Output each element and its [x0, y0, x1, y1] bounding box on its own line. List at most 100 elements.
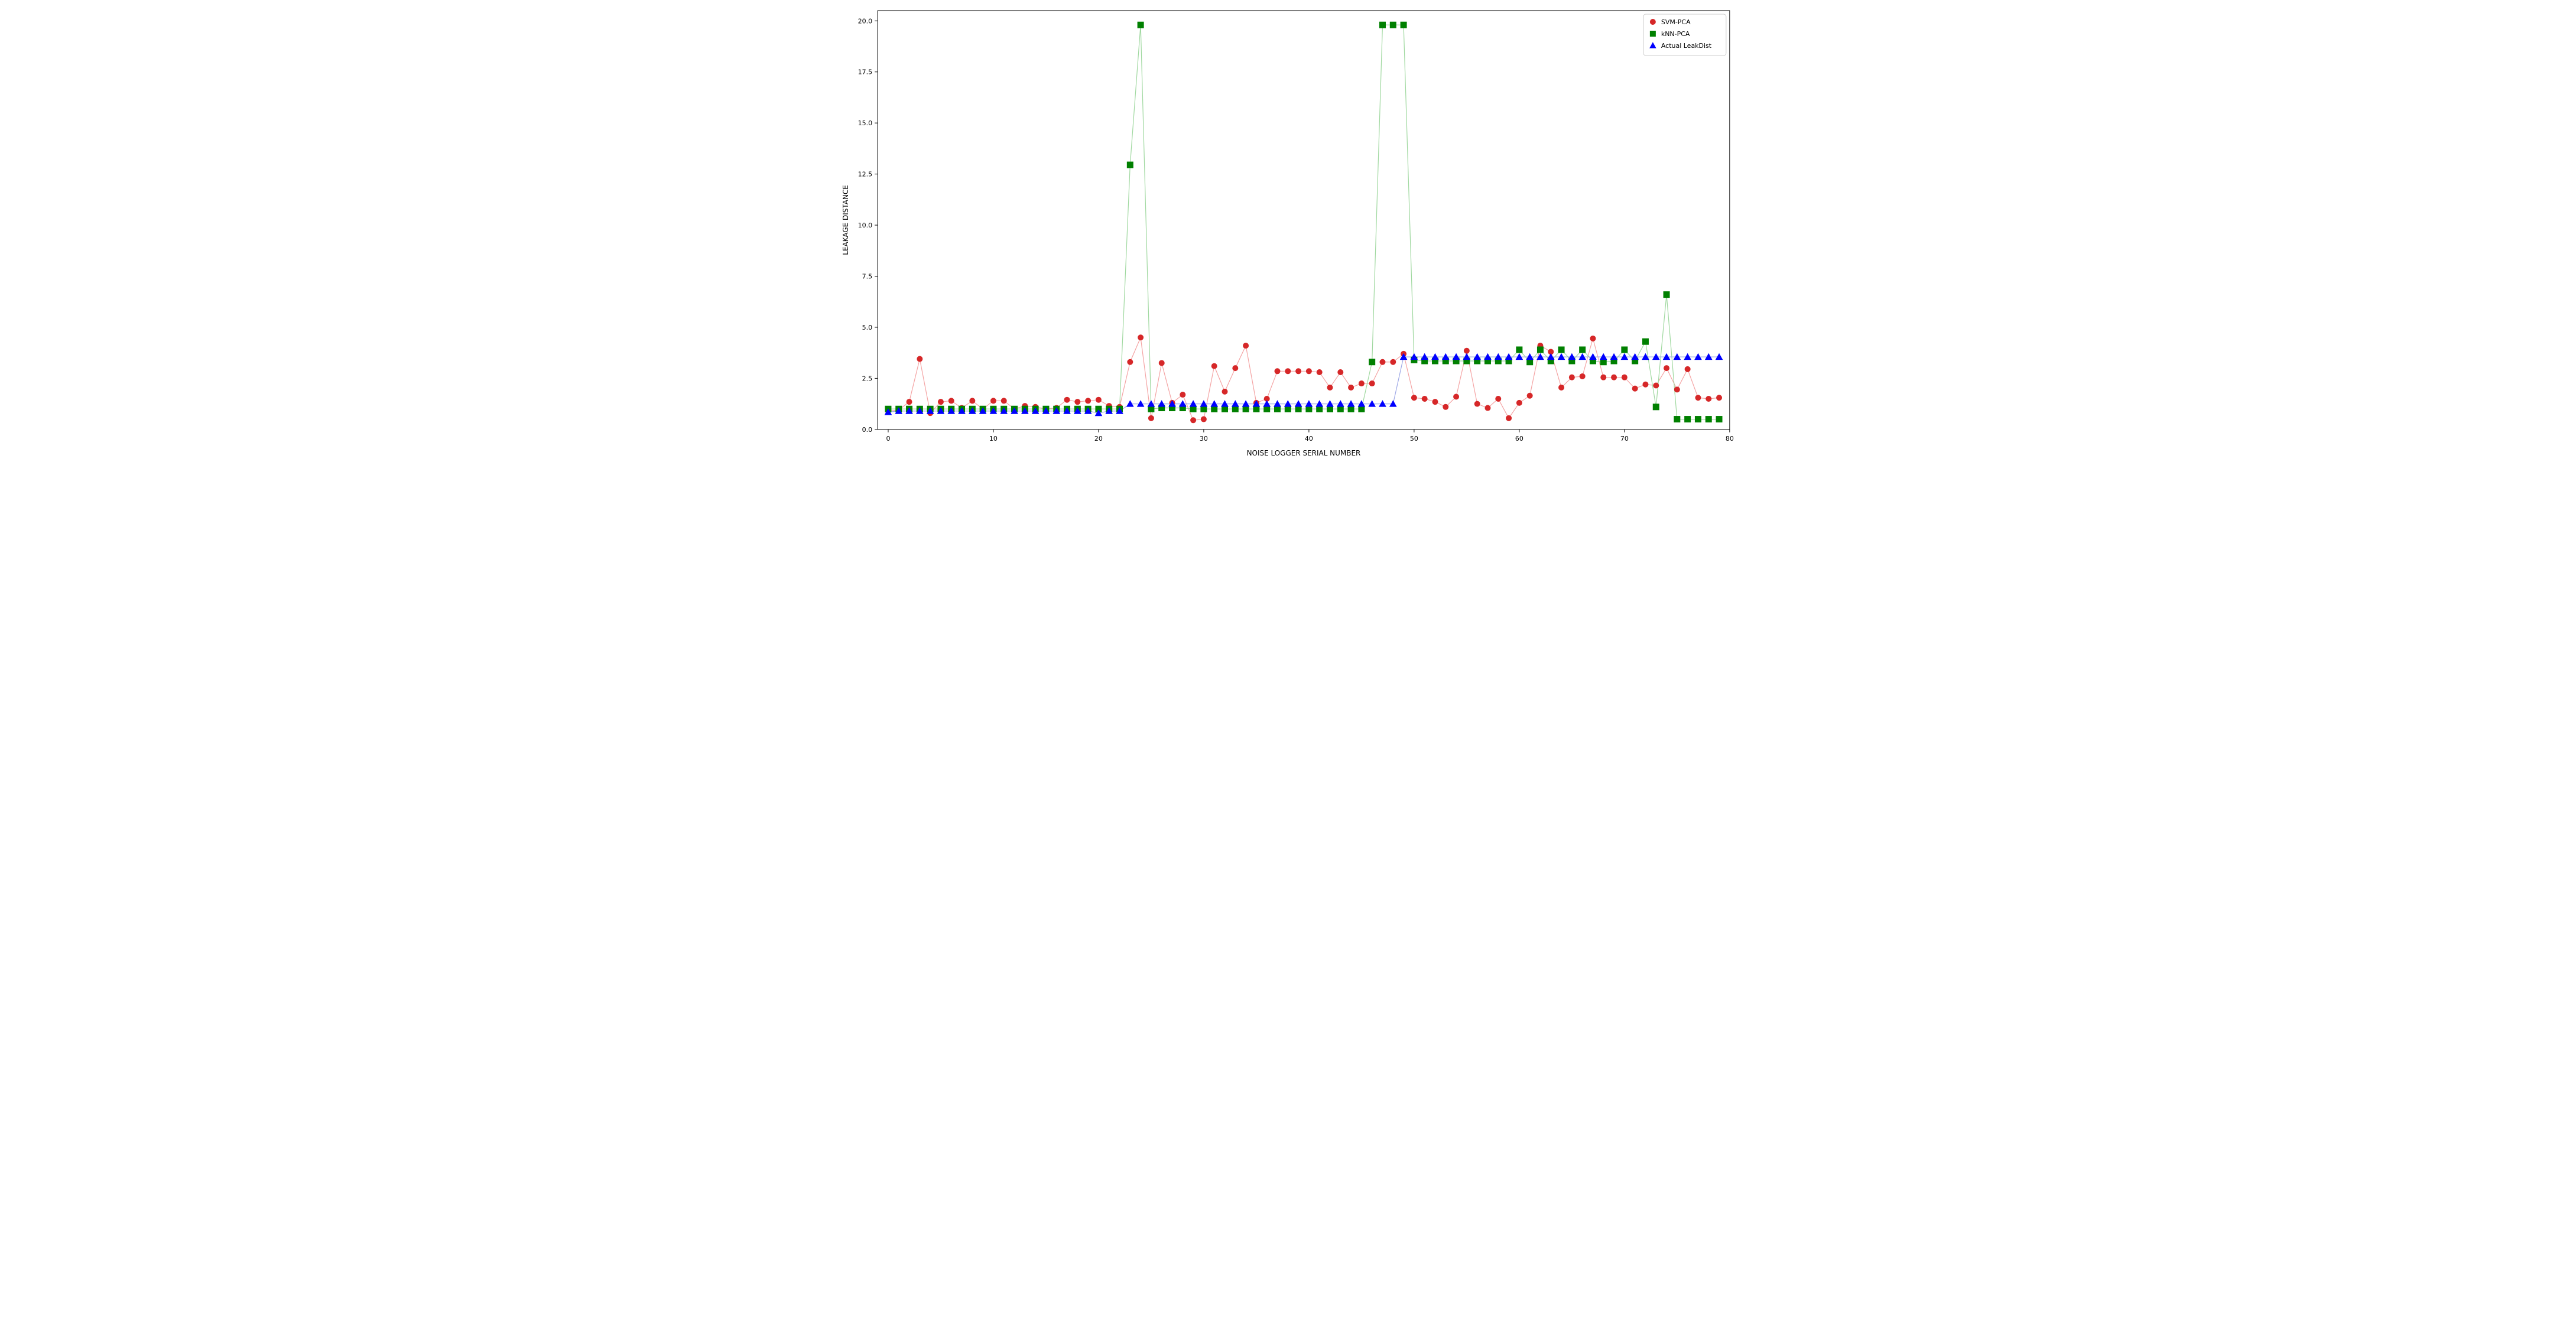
xtick-label: 20: [1094, 435, 1102, 442]
marker-circle: [1305, 368, 1311, 374]
ytick-label: 0.0: [862, 426, 872, 434]
marker-circle: [1653, 382, 1659, 388]
legend-label: kNN-PCA: [1661, 30, 1690, 38]
marker-square: [1642, 339, 1648, 345]
marker-square: [1379, 22, 1385, 28]
marker-circle: [1095, 397, 1101, 403]
marker-circle: [1274, 368, 1280, 374]
marker-circle: [1000, 398, 1006, 404]
marker-circle: [1600, 375, 1606, 380]
marker-circle: [1222, 389, 1227, 395]
marker-circle: [1127, 359, 1133, 365]
ytick-label: 12.5: [857, 171, 872, 178]
marker-circle: [1316, 369, 1322, 375]
marker-circle: [1180, 392, 1185, 398]
marker-square: [1579, 346, 1586, 353]
marker-circle: [1200, 417, 1206, 422]
marker-circle: [1453, 394, 1459, 400]
marker-circle: [990, 398, 996, 404]
marker-square: [1536, 346, 1543, 353]
marker-circle: [1369, 380, 1375, 386]
marker-square: [1652, 404, 1659, 410]
marker-circle: [1358, 380, 1364, 386]
marker-circle: [1558, 385, 1564, 391]
marker-square: [1694, 416, 1701, 422]
marker-circle: [1148, 415, 1154, 421]
marker-circle: [1621, 375, 1627, 380]
marker-square: [1369, 359, 1375, 365]
marker-square: [1621, 346, 1628, 353]
marker-square: [1137, 22, 1144, 28]
marker-circle: [1295, 368, 1301, 374]
xtick-label: 0: [886, 435, 890, 442]
marker-circle: [1706, 396, 1711, 402]
marker-circle: [1611, 375, 1617, 380]
ytick-label: 10.0: [857, 222, 872, 229]
xlabel: NOISE LOGGER SERIAL NUMBER: [1246, 449, 1360, 457]
marker-square: [1516, 346, 1522, 353]
xtick-label: 30: [1199, 435, 1207, 442]
chart-bg: [836, 0, 1740, 464]
ylabel: LEAKAGE DISTANCE: [842, 185, 850, 255]
marker-circle: [1674, 386, 1680, 392]
marker-circle: [1190, 417, 1196, 423]
marker-circle: [1064, 397, 1070, 403]
ytick-label: 2.5: [862, 375, 872, 382]
xtick-label: 10: [989, 435, 997, 442]
xtick-label: 50: [1409, 435, 1418, 442]
leakage-chart: 0 10 20 30 40 50 60 70 80 0.0 2.5 5.0 7.5 10.0 12.5 15.…: [836, 0, 1740, 464]
marker-circle: [1684, 366, 1690, 372]
ytick-label: 15.0: [857, 119, 872, 127]
xtick-label: 60: [1515, 435, 1523, 442]
xtick-label: 40: [1304, 435, 1313, 442]
marker-circle: [1232, 365, 1238, 371]
legend-label: Actual LeakDist: [1661, 42, 1711, 50]
marker-circle: [1243, 343, 1249, 349]
marker-circle: [1211, 363, 1217, 369]
marker-circle: [1716, 395, 1722, 401]
marker-circle: [1421, 396, 1427, 402]
marker-circle: [948, 398, 954, 404]
marker-circle: [1484, 405, 1490, 411]
marker-square: [1400, 22, 1406, 28]
marker-circle: [1516, 400, 1522, 406]
marker-circle: [1443, 404, 1448, 410]
marker-circle: [1506, 415, 1512, 421]
marker-circle: [1526, 393, 1532, 399]
marker-circle: [1642, 382, 1648, 388]
legend-label: SVM-PCA: [1661, 18, 1690, 26]
marker-circle: [1138, 334, 1144, 340]
marker-circle: [1495, 396, 1501, 402]
marker-circle: [937, 399, 943, 405]
marker-circle: [1579, 373, 1585, 379]
marker-square: [1126, 162, 1133, 168]
marker-circle: [1632, 386, 1638, 392]
marker-circle: [1158, 360, 1164, 366]
marker-circle: [1432, 399, 1438, 405]
xtick-label: 80: [1725, 435, 1733, 442]
marker-circle: [1649, 19, 1655, 25]
marker-square: [1649, 31, 1655, 37]
marker-circle: [1474, 401, 1480, 407]
marker-square: [1558, 346, 1564, 353]
marker-circle: [1664, 365, 1669, 371]
marker-circle: [1285, 368, 1291, 374]
marker-circle: [1411, 395, 1417, 401]
marker-square: [1684, 416, 1691, 422]
chart-container: 0 10 20 30 40 50 60 70 80 0.0 2.5 5.0 7.5 10.0 12.5 15.…: [836, 0, 1740, 464]
xtick-label: 70: [1620, 435, 1628, 442]
marker-circle: [1390, 359, 1396, 365]
marker-square: [1663, 291, 1669, 298]
marker-circle: [917, 356, 922, 362]
marker-circle: [1590, 336, 1596, 341]
ytick-label: 5.0: [862, 324, 872, 331]
marker-circle: [1337, 369, 1343, 375]
marker-square: [1674, 416, 1680, 422]
marker-circle: [906, 399, 912, 405]
marker-circle: [1379, 359, 1385, 365]
marker-circle: [969, 398, 975, 404]
marker-circle: [1348, 385, 1354, 391]
ytick-label: 7.5: [862, 273, 872, 281]
marker-circle: [1695, 395, 1701, 401]
marker-square: [1705, 416, 1711, 422]
